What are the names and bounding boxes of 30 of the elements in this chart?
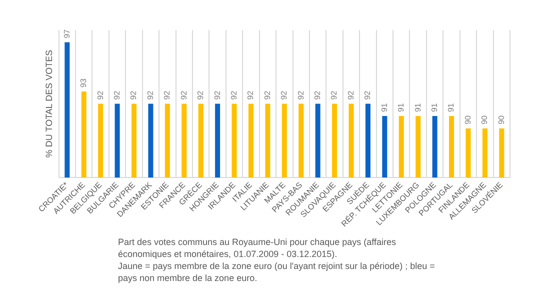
data-label: 91 <box>380 102 389 112</box>
data-label: 93 <box>79 78 88 88</box>
data-label: 92 <box>146 90 155 100</box>
data-label: 92 <box>296 90 306 100</box>
data-label: 92 <box>196 90 206 100</box>
data-label: 92 <box>262 90 272 100</box>
data-label: 92 <box>313 90 322 100</box>
data-label: 91 <box>430 102 440 112</box>
data-label: 92 <box>162 90 172 100</box>
data-label: 92 <box>212 90 222 100</box>
data-label: 92 <box>363 90 372 100</box>
text: Jaune = pays membre de la zone euro (ou l'ayant rejoint sur la période) ; bleu = pays non membre de la zone euro. <box>118 260 436 284</box>
data-label: 90 <box>463 114 472 124</box>
data-label: 92 <box>96 90 105 100</box>
y-axis-title: % DU TOTAL DES VOTES <box>44 50 54 158</box>
data-label: 92 <box>346 90 356 100</box>
data-label: 92 <box>112 90 122 100</box>
text: Part des votes communs au Royaume-Uni pour chaque pays (affaires économiques et monétaires, 01.07.2009 - 03.12.2015). <box>118 236 397 260</box>
data-label: 91 <box>413 102 422 112</box>
data-label: 97 <box>62 28 72 38</box>
data-label: 92 <box>280 90 289 100</box>
data-label: 90 <box>480 114 490 124</box>
data-label: 92 <box>229 90 238 100</box>
data-label: 91 <box>396 102 406 112</box>
data-label: 91 <box>446 102 456 112</box>
data-label: 92 <box>179 90 188 100</box>
data-label: 92 <box>246 90 256 100</box>
data-label: 92 <box>330 90 339 100</box>
data-label: 90 <box>496 114 506 124</box>
data-label: 92 <box>129 90 138 100</box>
